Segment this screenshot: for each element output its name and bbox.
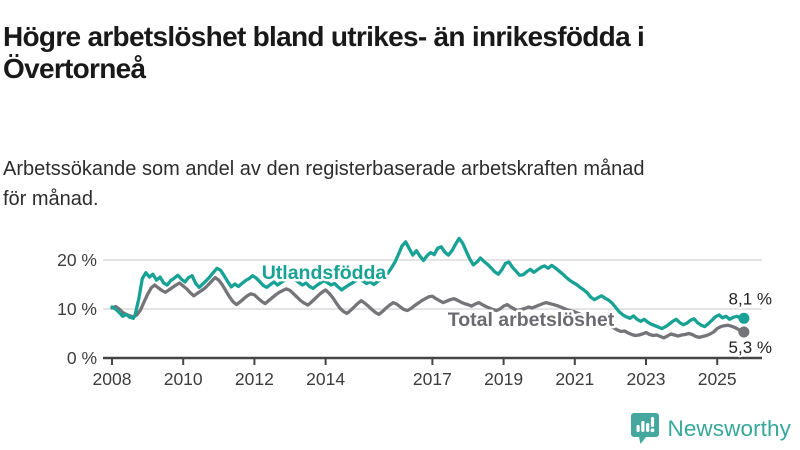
- x-tick-label: 2019: [484, 369, 523, 389]
- series-lines: [110, 236, 746, 340]
- line-chart: 0 % 10 % 20 % 2008 2010 2012 2014 2017 2019 2021…: [0, 222, 800, 400]
- y-tick-label: 0 %: [67, 348, 97, 368]
- series-end-dot: [738, 326, 750, 338]
- series-end-value: 5,3 %: [729, 338, 772, 357]
- series-name-label: Total arbetslöshet: [448, 309, 615, 331]
- y-tick-label: 10 %: [57, 299, 97, 319]
- page-subtitle: Arbetssökande som andel av den registerb…: [3, 158, 645, 210]
- x-tick-label: 2008: [93, 369, 132, 389]
- x-tick-label: 2014: [306, 369, 345, 389]
- brand-name: Newsworthy: [667, 415, 791, 441]
- series-line: [110, 275, 746, 340]
- series-end-value: 8,1 %: [729, 289, 772, 308]
- series-end-dot: [738, 312, 750, 324]
- line-chart-svg: 0 % 10 % 20 % 2008 2010 2012 2014 2017 2019 2021…: [57, 236, 774, 389]
- newsworthy-logo[interactable]: Newsworthy: [631, 413, 791, 444]
- series-name-labels: Total arbetslöshet Utlandsfödda: [259, 260, 617, 334]
- series-end-markers: 5,3 % 8,1 %: [727, 287, 774, 359]
- x-tick-label: 2021: [555, 369, 594, 389]
- series-name-label: Utlandsfödda: [262, 262, 387, 284]
- page-title: Högre arbetslöshet bland utrikes- än inr…: [3, 20, 645, 85]
- x-tick-label: 2017: [413, 369, 452, 389]
- x-tick-label: 2023: [627, 369, 666, 389]
- x-axis-labels: 2008 2010 2012 2014 2017 2019 2021 2023 2025: [93, 369, 737, 389]
- gridlines: [103, 259, 762, 310]
- x-tick-label: 2012: [235, 369, 274, 389]
- series-line: [110, 236, 746, 331]
- x-axis: [103, 356, 762, 365]
- bar-chart-speech-bubble-icon: [631, 413, 660, 444]
- x-tick-label: 2025: [698, 369, 737, 389]
- y-axis-labels: 0 % 10 % 20 %: [57, 250, 97, 368]
- y-tick-label: 20 %: [57, 250, 97, 270]
- x-tick-label: 2010: [164, 369, 203, 389]
